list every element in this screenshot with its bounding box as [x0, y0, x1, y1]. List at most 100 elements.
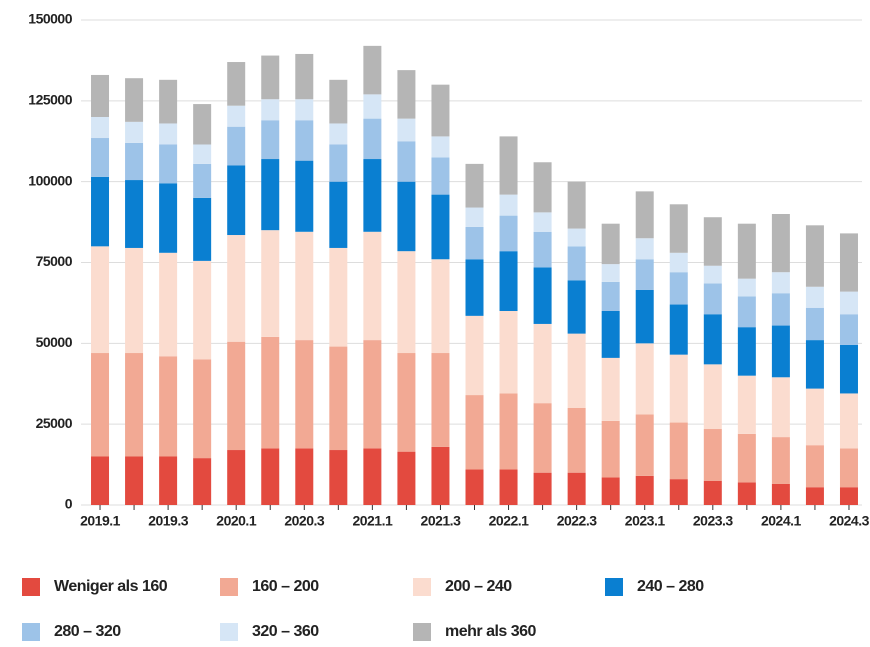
- bar-segment: [159, 252, 178, 357]
- bar-segment: [227, 341, 246, 451]
- bar-segment: [193, 163, 212, 198]
- bar-segment: [669, 204, 688, 253]
- y-tick-label: 150000: [28, 11, 72, 27]
- bar-segment: [567, 228, 586, 247]
- bar-segment: [839, 487, 858, 505]
- bar-segment: [805, 445, 824, 488]
- bar-segment: [771, 437, 790, 484]
- bar-segment: [499, 393, 518, 470]
- bar-segment: [125, 78, 144, 122]
- bar-segment: [91, 138, 110, 177]
- bar-segment: [635, 191, 654, 239]
- bar-segment: [227, 126, 246, 166]
- bar-segment: [533, 162, 552, 213]
- bar-segment: [465, 469, 484, 505]
- bar-segment: [499, 251, 518, 311]
- bar-segment: [363, 340, 382, 449]
- legend-label: 200 – 240: [445, 578, 512, 595]
- bar-segment: [227, 165, 246, 236]
- bar-segment: [159, 183, 178, 253]
- bar-segment: [703, 364, 722, 430]
- bar-segment: [159, 144, 178, 184]
- legend-label: 320 – 360: [252, 623, 319, 640]
- bar-segment: [499, 469, 518, 505]
- x-tick-label: 2019.1: [80, 513, 121, 529]
- bar-segment: [635, 475, 654, 505]
- bar-segment: [91, 353, 110, 457]
- legend-label: 160 – 200: [252, 578, 319, 595]
- x-tick-label: 2020.1: [216, 513, 257, 529]
- bar-segment: [669, 252, 688, 273]
- bar-segment: [295, 231, 314, 341]
- bar-segment: [499, 136, 518, 195]
- bar-segment: [329, 144, 348, 182]
- legend-swatch: [22, 578, 40, 596]
- bar-segment: [91, 246, 110, 354]
- y-tick-label: 25000: [36, 415, 73, 431]
- bar-segment: [465, 259, 484, 316]
- bar-segment: [635, 343, 654, 415]
- bar-segment: [669, 272, 688, 305]
- bar-segment: [635, 289, 654, 344]
- bar-segment: [227, 105, 246, 127]
- x-tick-label: 2021.3: [421, 513, 462, 529]
- bar-segment: [363, 45, 382, 95]
- bar-segment: [397, 70, 416, 119]
- bar-segment: [125, 180, 144, 248]
- y-tick-label: 0: [65, 496, 73, 512]
- bar-segment: [737, 375, 756, 434]
- bar-segment: [397, 181, 416, 252]
- legend-label: 280 – 320: [54, 623, 121, 640]
- bar-segment: [805, 340, 824, 389]
- x-tick-label: 2022.3: [557, 513, 598, 529]
- bar-segment: [125, 142, 144, 181]
- bar-segment: [805, 487, 824, 505]
- bar-segment: [601, 264, 620, 282]
- legend-swatch: [605, 578, 623, 596]
- bar-segment: [261, 159, 280, 231]
- bar-segment: [91, 74, 110, 117]
- bar-segment: [533, 472, 552, 505]
- bar-segment: [431, 194, 450, 260]
- bar-segment: [533, 212, 552, 232]
- bar-segment: [363, 118, 382, 160]
- legend-swatch: [220, 578, 238, 596]
- bar-segment: [159, 456, 178, 505]
- bar-segment: [567, 333, 586, 408]
- bar-segment: [601, 281, 620, 311]
- bar-segment: [635, 414, 654, 476]
- bar-segment: [295, 53, 314, 100]
- y-tick-label: 75000: [36, 253, 73, 269]
- bar-segment: [227, 62, 246, 106]
- bar-segment: [839, 448, 858, 488]
- bar-segment: [737, 327, 756, 376]
- bar-segment: [533, 267, 552, 324]
- bar-segment: [465, 315, 484, 396]
- bar-segment: [295, 120, 314, 161]
- bar-segment: [125, 353, 144, 457]
- bar-segment: [363, 159, 382, 232]
- bar-segment: [839, 233, 858, 292]
- x-tick-label: 2019.3: [148, 513, 189, 529]
- bar-segment: [703, 283, 722, 315]
- bar-segment: [601, 311, 620, 358]
- legend-label: Weniger als 160: [54, 578, 168, 595]
- y-tick-label: 50000: [36, 334, 73, 350]
- bar-segment: [669, 354, 688, 423]
- bar-segment: [567, 181, 586, 229]
- bar-segment: [397, 141, 416, 182]
- bar-segment: [431, 353, 450, 447]
- bar-segment: [737, 433, 756, 483]
- bar-segment: [431, 157, 450, 195]
- bar-segment: [261, 336, 280, 449]
- bar-segment: [159, 356, 178, 457]
- y-tick-label: 100000: [28, 172, 72, 188]
- bar-segment: [703, 480, 722, 505]
- bar-segment: [567, 408, 586, 473]
- bar-segment: [329, 123, 348, 145]
- bar-segment: [431, 446, 450, 505]
- legend-swatch: [22, 623, 40, 641]
- bar-segment: [771, 377, 790, 438]
- bar-segment: [329, 79, 348, 124]
